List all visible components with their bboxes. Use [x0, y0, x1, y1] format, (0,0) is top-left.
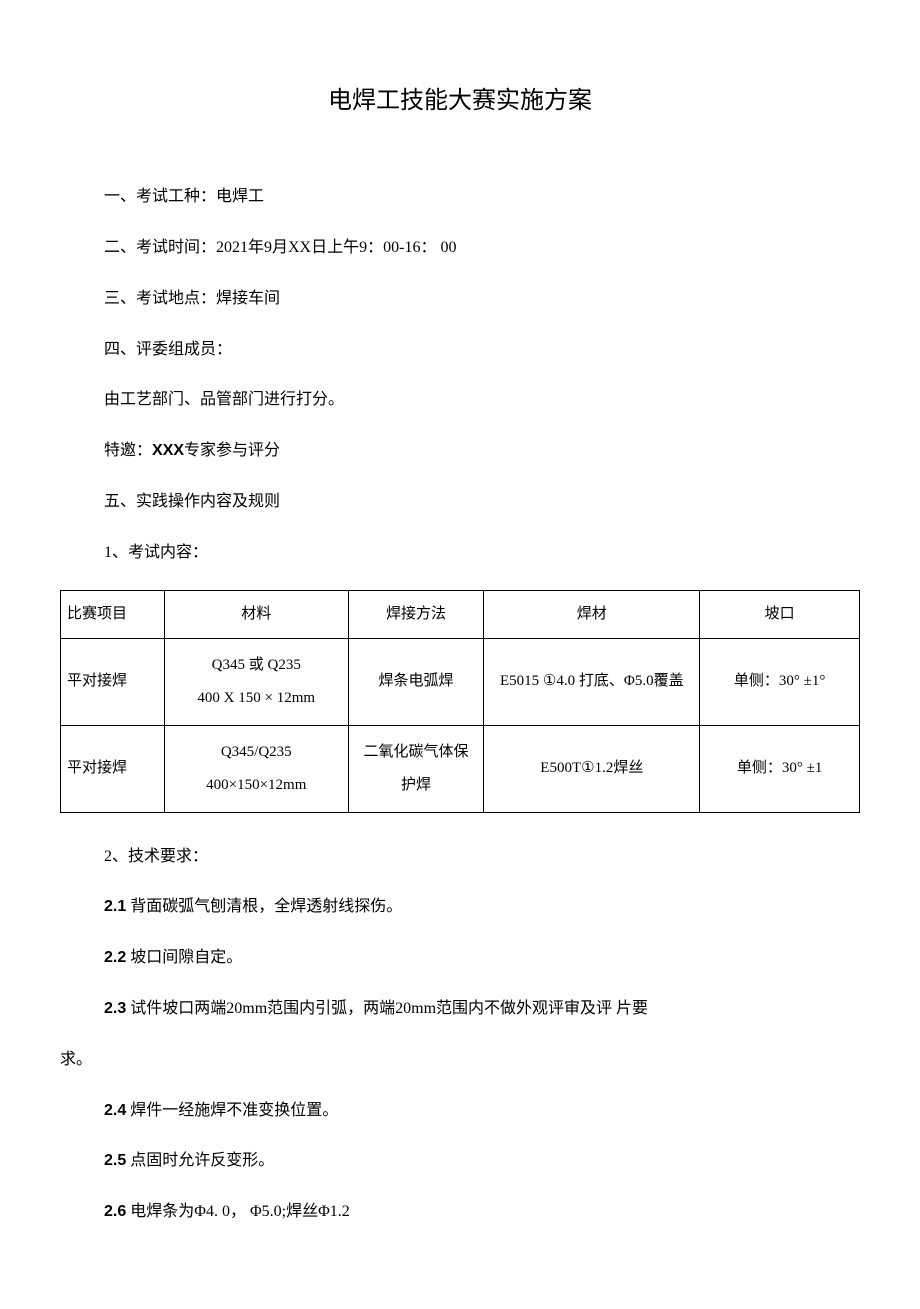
table-header: 焊材 [484, 590, 700, 638]
tech-text: 坡口间隙自定。 [126, 949, 242, 966]
section-4a: 由工艺部门、品管部门进行打分。 [60, 386, 860, 415]
tech-num: 2.4 [104, 1102, 126, 1119]
table-header: 焊接方法 [348, 590, 484, 638]
table-cell: 二氧化碳气体保护焊 [348, 725, 484, 812]
table-header: 材料 [164, 590, 348, 638]
tech-num: 2.6 [104, 1203, 126, 1220]
table-cell: E5015 ①4.0 打底、Φ5.0覆盖 [484, 638, 700, 725]
tech-2-4: 2.4 焊件一经施焊不准变换位置。 [60, 1097, 860, 1126]
tech-num: 2.2 [104, 949, 126, 966]
tech-text: 焊件一经施焊不准变换位置。 [126, 1102, 338, 1119]
tech-2-5: 2.5 点固时允许反变形。 [60, 1147, 860, 1176]
table-cell: 平对接焊 [61, 638, 165, 725]
section-5-2: 2、技术要求： [60, 843, 860, 872]
section-4b-suffix: 专家参与评分 [184, 442, 280, 459]
section-5: 五、实践操作内容及规则 [60, 488, 860, 517]
section-4b-bold: XXX [152, 442, 184, 459]
tech-2-3: 2.3 试件坡口两端20mm范围内引弧，两端20mm范围内不做外观评审及评 片要 [60, 995, 860, 1024]
table-header: 坡口 [700, 590, 860, 638]
section-5-1: 1、考试内容： [60, 539, 860, 568]
document-title: 电焊工技能大赛实施方案 [60, 80, 860, 123]
table-cell: Q345/Q235400×150×12mm [164, 725, 348, 812]
table-header-row: 比赛项目 材料 焊接方法 焊材 坡口 [61, 590, 860, 638]
table-cell: Q345 或 Q235400 X 150 × 12mm [164, 638, 348, 725]
tech-num: 2.1 [104, 898, 126, 915]
table-cell: E500T①1.2焊丝 [484, 725, 700, 812]
tech-text: 试件坡口两端20mm范围内引弧，两端20mm范围内不做外观评审及评 片要 [126, 1000, 648, 1017]
section-1: 一、考试工种：电焊工 [60, 183, 860, 212]
tech-num: 2.5 [104, 1152, 126, 1169]
tech-text: 点固时允许反变形。 [126, 1152, 274, 1169]
section-2: 二、考试时间：2021年9月XX日上午9：00-16： 00 [60, 234, 860, 263]
tech-2-3-cont: 求。 [60, 1046, 860, 1075]
tech-text: 背面碳弧气刨清根，全焊透射线探伤。 [126, 898, 402, 915]
exam-content-table: 比赛项目 材料 焊接方法 焊材 坡口 平对接焊 Q345 或 Q235400 X… [60, 590, 860, 813]
section-4b: 特邀：XXX专家参与评分 [60, 437, 860, 466]
table-cell: 焊条电弧焊 [348, 638, 484, 725]
table-row: 平对接焊 Q345 或 Q235400 X 150 × 12mm 焊条电弧焊 E… [61, 638, 860, 725]
tech-text: 电焊条为Φ4. 0， Φ5.0;焊丝Φ1.2 [126, 1203, 350, 1220]
table-cell: 单侧：30° ±1 [700, 725, 860, 812]
tech-2-6: 2.6 电焊条为Φ4. 0， Φ5.0;焊丝Φ1.2 [60, 1198, 860, 1227]
tech-2-1: 2.1 背面碳弧气刨清根，全焊透射线探伤。 [60, 893, 860, 922]
tech-num: 2.3 [104, 1000, 126, 1017]
section-4: 四、评委组成员： [60, 336, 860, 365]
table-header: 比赛项目 [61, 590, 165, 638]
section-3: 三、考试地点：焊接车间 [60, 285, 860, 314]
table-row: 平对接焊 Q345/Q235400×150×12mm 二氧化碳气体保护焊 E50… [61, 725, 860, 812]
table-cell: 平对接焊 [61, 725, 165, 812]
tech-2-2: 2.2 坡口间隙自定。 [60, 944, 860, 973]
table-cell: 单侧：30° ±1° [700, 638, 860, 725]
section-4b-prefix: 特邀： [104, 442, 152, 459]
